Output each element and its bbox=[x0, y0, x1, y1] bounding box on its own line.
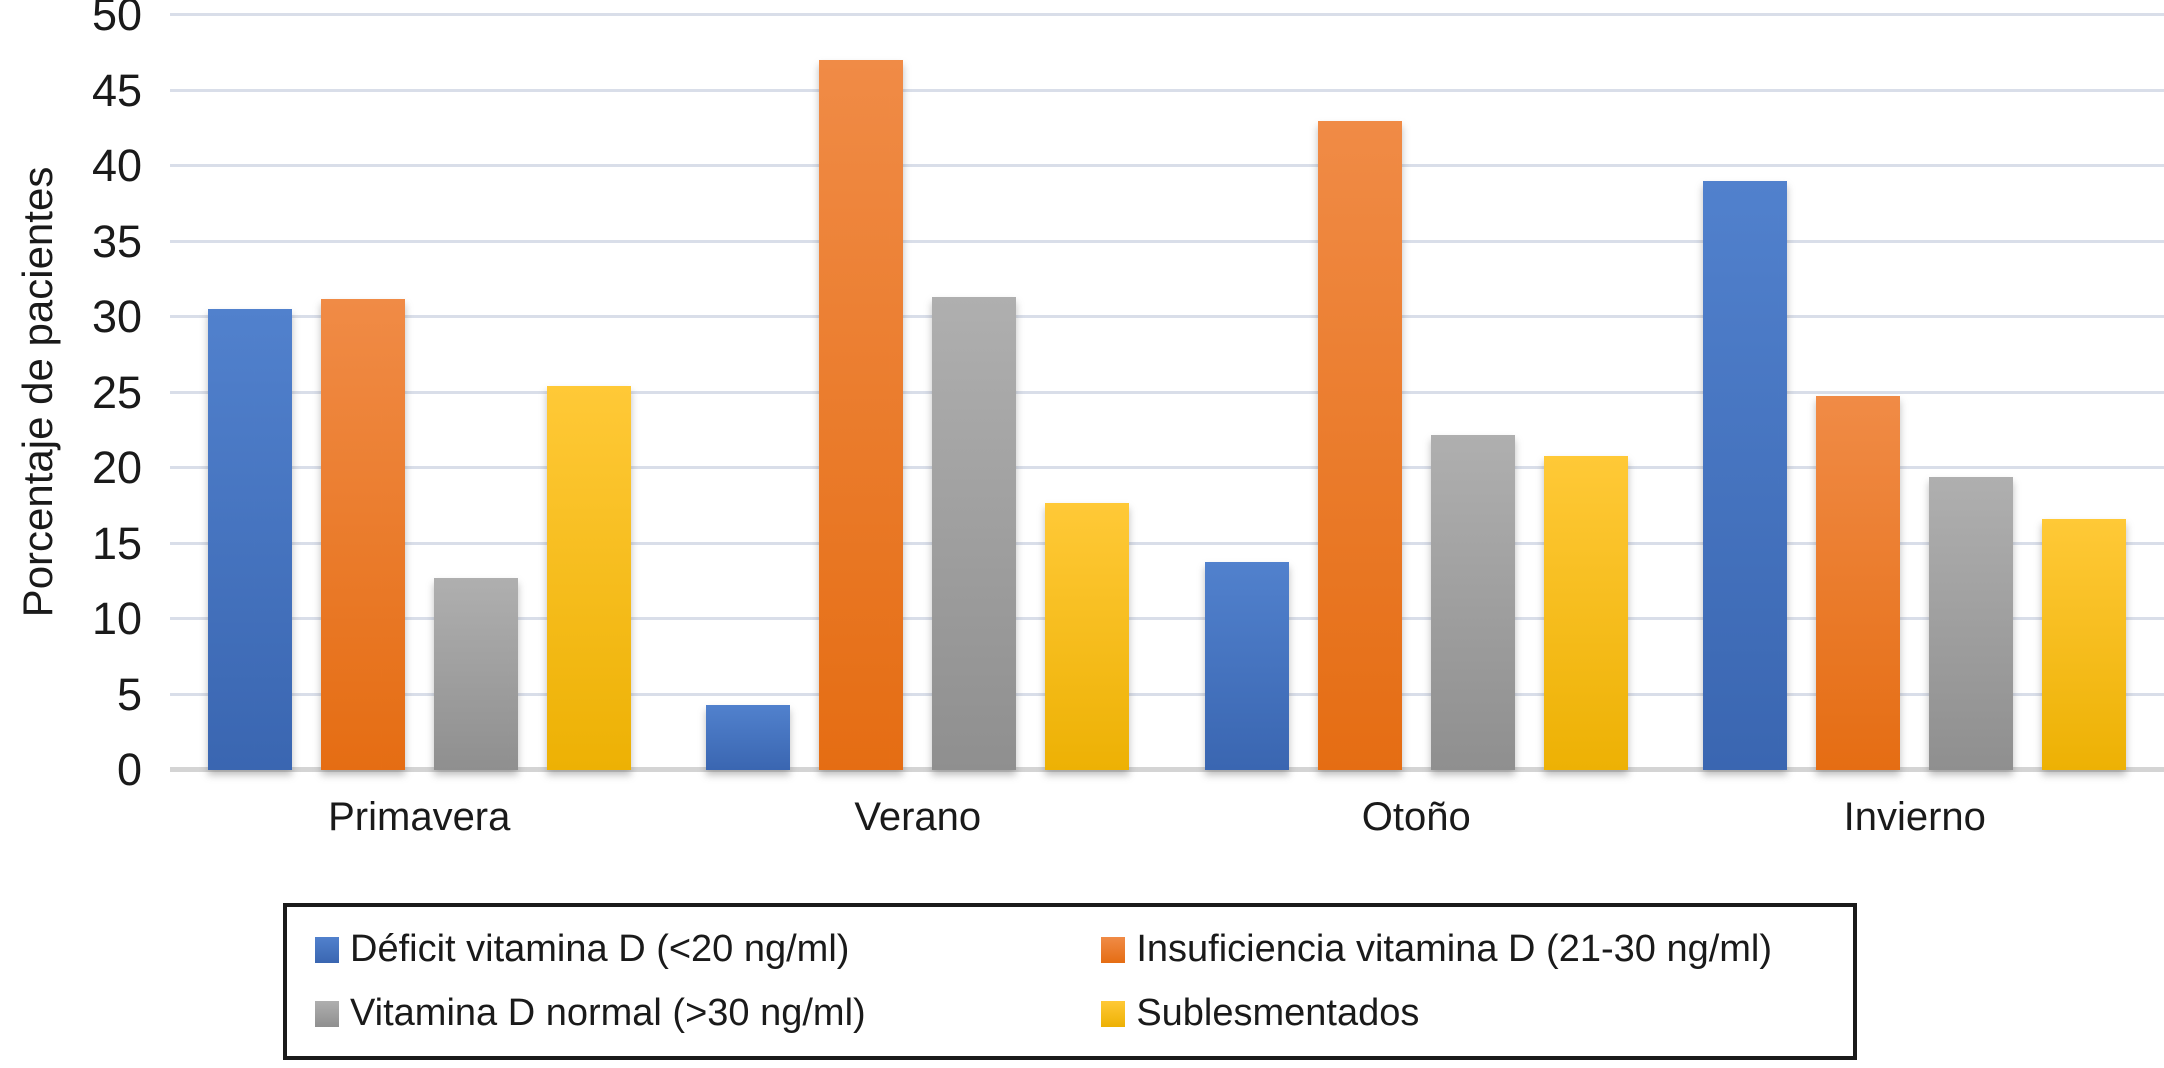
legend-item: Sublesmentados bbox=[1101, 992, 1853, 1035]
legend-item: Vitamina D normal (>30 ng/ml) bbox=[287, 992, 1101, 1035]
y-tick-label: 5 bbox=[116, 668, 142, 720]
bar-group-verano bbox=[669, 15, 1168, 770]
gridline bbox=[170, 315, 2164, 318]
legend-swatch bbox=[315, 1000, 339, 1027]
bar-group-invierno bbox=[1666, 15, 2164, 770]
bar bbox=[1703, 181, 1788, 770]
x-category-label: Invierno bbox=[1843, 795, 1986, 839]
y-tick-label: 25 bbox=[91, 366, 142, 418]
bar bbox=[1543, 455, 1628, 770]
x-category-label: Otoño bbox=[1361, 795, 1471, 839]
legend-item: Déficit vitamina D (<20 ng/ml) bbox=[287, 928, 1101, 971]
x-category-label: Primavera bbox=[328, 795, 511, 839]
y-tick-label: 15 bbox=[91, 517, 142, 569]
legend-swatch bbox=[1101, 1000, 1126, 1027]
y-tick-label: 30 bbox=[91, 291, 142, 342]
bar bbox=[706, 705, 791, 770]
gridline bbox=[170, 541, 2164, 545]
bar bbox=[1045, 502, 1130, 770]
bar bbox=[2042, 519, 2127, 770]
y-tick-label: 40 bbox=[91, 140, 142, 191]
bar bbox=[1816, 395, 1901, 770]
bar bbox=[546, 386, 631, 770]
legend-label: Sublesmentados bbox=[1136, 992, 1420, 1034]
legend-swatch bbox=[1101, 936, 1126, 963]
gridline bbox=[170, 390, 2164, 394]
bar bbox=[932, 297, 1017, 770]
gridline bbox=[170, 466, 2164, 469]
bar-group-primavera bbox=[170, 15, 669, 770]
gridline bbox=[170, 692, 2164, 696]
x-category-label: Verano bbox=[854, 795, 982, 839]
gridline bbox=[170, 239, 2164, 243]
y-axis-ticks: 0 5 10 15 20 25 30 35 40 45 50 bbox=[0, 0, 142, 793]
x-baseline bbox=[170, 767, 2164, 772]
gridline bbox=[170, 164, 2164, 167]
bar bbox=[1929, 477, 2014, 770]
legend-swatch bbox=[315, 936, 339, 963]
gridline bbox=[170, 13, 2164, 16]
y-tick-label: 20 bbox=[91, 442, 142, 493]
y-tick-label: 50 bbox=[91, 0, 142, 40]
legend-label: Insuficiencia vitamina D (21-30 ng/ml) bbox=[1136, 928, 1773, 970]
y-tick-label: 45 bbox=[91, 64, 142, 116]
legend-label: Déficit vitamina D (<20 ng/ml) bbox=[350, 928, 850, 970]
y-tick-label: 35 bbox=[91, 215, 142, 267]
legend-item: Insuficiencia vitamina D (21-30 ng/ml) bbox=[1101, 928, 1853, 971]
x-axis-labels: Primavera Verano Otoño Invierno bbox=[170, 795, 2164, 840]
y-tick-label: 10 bbox=[91, 593, 142, 644]
legend-label: Vitamina D normal (>30 ng/ml) bbox=[350, 992, 866, 1034]
bar bbox=[433, 578, 518, 770]
bar bbox=[207, 309, 292, 770]
plot-area bbox=[170, 13, 2164, 772]
bar bbox=[819, 60, 904, 770]
gridline bbox=[170, 617, 2164, 620]
legend: Déficit vitamina D (<20 ng/ml) Insuficien… bbox=[283, 903, 1857, 1060]
gridline bbox=[170, 88, 2164, 92]
y-tick-label: 0 bbox=[116, 744, 142, 795]
bar bbox=[1430, 434, 1515, 770]
bar bbox=[320, 298, 405, 770]
bars-layer bbox=[170, 15, 2164, 770]
bar bbox=[1317, 120, 1402, 770]
bar-group-otoño bbox=[1167, 15, 1666, 770]
bar bbox=[1204, 561, 1289, 770]
